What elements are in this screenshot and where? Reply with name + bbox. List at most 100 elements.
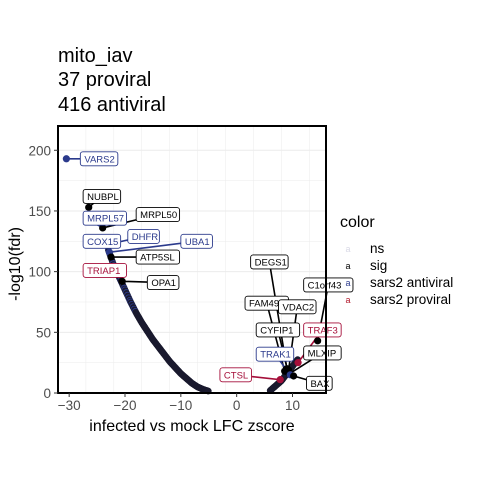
point-label-text: CYFIP1: [260, 325, 293, 336]
y-tick-label: 50: [36, 325, 51, 340]
point-label: NUBPL: [82, 188, 122, 204]
point-label: MRPL50: [135, 207, 181, 223]
point-label: MLXIP: [303, 345, 342, 361]
point-label-text: COX15: [87, 237, 118, 248]
legend-entry-sars2-proviral: a sars2 proviral: [345, 292, 451, 307]
x-tick-label: −10: [169, 398, 192, 413]
y-tick-label: 0: [43, 386, 51, 401]
point-label-text: NUBPL: [87, 192, 119, 203]
x-tick-label: −30: [58, 398, 81, 413]
legend-entries: a ns a sig a sars2 antiviral a sars2 proviral: [345, 241, 453, 307]
data-point: [99, 224, 107, 232]
point-label-box: [303, 345, 342, 361]
point-label-text: VDAC2: [283, 302, 315, 313]
point-label-text: TRAK1: [260, 350, 291, 361]
point-label-text: MLXIP: [308, 348, 337, 359]
point-label-text: C1orf43: [308, 280, 342, 291]
point-label-text: DHFR: [132, 232, 159, 243]
y-axis: 0 50 100 150 200: [28, 143, 58, 401]
panel-border: [57, 125, 327, 394]
point-label-text: MRPL57: [87, 214, 124, 225]
point-label-box: [82, 262, 127, 278]
point-label-box: [79, 151, 119, 167]
data-point: [107, 253, 115, 261]
point-label: TRIAP1: [82, 262, 127, 278]
point-label-box: [82, 188, 122, 204]
point-label-box: [135, 207, 181, 223]
point-label-text: DEGS1: [255, 257, 287, 268]
point-label: MRPL57: [82, 210, 127, 226]
point-label-box: [82, 210, 127, 226]
point-label-text: ATP5SL: [140, 253, 175, 264]
point-label-box: [250, 254, 289, 270]
x-axis: −30 −20 −10 0 10: [58, 393, 300, 413]
point-label-text: TRAF3: [308, 325, 338, 336]
point-label-box: [135, 249, 181, 265]
point-label-text: FAM49B: [249, 299, 285, 310]
legend-entry-sars2-antiviral: a sars2 antiviral: [345, 275, 453, 290]
data-point: [118, 277, 126, 285]
y-tick-label: 200: [28, 143, 51, 158]
data-point: [276, 376, 284, 384]
point-label: DHFR: [127, 228, 160, 244]
point-label-text: MRPL50: [140, 210, 177, 221]
y-tick-label: 150: [28, 204, 51, 219]
x-tick-label: −20: [114, 398, 137, 413]
x-tick-label: 0: [233, 398, 241, 413]
data-point: [294, 359, 302, 367]
point-label-box: [278, 299, 317, 315]
legend-key-glyph: a: [345, 278, 350, 288]
legend-entry-label: ns: [370, 241, 385, 256]
legend-key-glyph: a: [345, 244, 350, 254]
point-label: ATP5SL: [135, 249, 181, 265]
y-tick-label: 100: [28, 265, 51, 280]
legend-key-glyph: a: [345, 295, 350, 305]
point-label-box: [303, 277, 354, 293]
point-label: BAX: [306, 375, 333, 391]
point-label-text: BAX: [310, 379, 330, 390]
chart-title-line-3: 416 antiviral: [58, 94, 166, 116]
legend-entry-sig: a sig: [345, 258, 387, 273]
chart-title-line-2: 37 proviral: [58, 69, 151, 91]
point-label: CYFIP1: [255, 322, 301, 338]
point-label: DEGS1: [250, 254, 289, 270]
point-label-box: [255, 346, 295, 362]
legend-entry-label: sars2 proviral: [370, 292, 451, 307]
point-label: UBA1: [180, 233, 213, 249]
data-point: [62, 155, 70, 163]
point-label: COX15: [82, 233, 122, 249]
point-label-box: [146, 275, 180, 291]
point-label: VARS2: [79, 151, 119, 167]
point-label: C1orf43: [303, 277, 354, 293]
point-label: TRAF3: [303, 322, 342, 338]
point-label: TRAK1: [255, 346, 295, 362]
legend-entry-label: sars2 antiviral: [370, 275, 453, 290]
data-point: [290, 372, 298, 380]
point-label: OPA1: [146, 275, 180, 291]
legend-entry-ns: a ns: [345, 241, 384, 256]
legend-title: color: [340, 214, 375, 231]
x-tick-label: 10: [285, 398, 300, 413]
point-label-box: [255, 322, 301, 338]
data-point: [314, 337, 322, 345]
point-label-box: [303, 322, 342, 338]
point-label-text: TRIAP1: [87, 266, 120, 277]
plot-panel: VARS2 NUBPL MRPL57 MRPL50 COX15 DHFR UBA1 ATP5S…: [57, 125, 354, 395]
legend: color a ns a sig a sars2 antiviral a sars2 prov…: [340, 214, 453, 307]
point-label: VDAC2: [278, 299, 317, 315]
point-label-box: [219, 367, 252, 383]
point-label-text: CTSL: [224, 370, 248, 381]
point-label-box: [82, 233, 122, 249]
point-label: CTSL: [219, 367, 252, 383]
point-label-text: OPA1: [151, 278, 176, 289]
x-axis-title: infected vs mock LFC zscore: [89, 418, 295, 435]
point-labels: VARS2 NUBPL MRPL57 MRPL50 COX15 DHFR UBA1 ATP5S…: [79, 151, 354, 391]
point-label-text: VARS2: [84, 154, 114, 165]
legend-entry-label: sig: [370, 258, 387, 273]
data-point: [85, 203, 93, 211]
point-label-box: [127, 228, 160, 244]
point-label-box: [180, 233, 213, 249]
chart-title-line-1: mito_iav: [58, 45, 132, 67]
point-label-text: UBA1: [185, 237, 210, 248]
